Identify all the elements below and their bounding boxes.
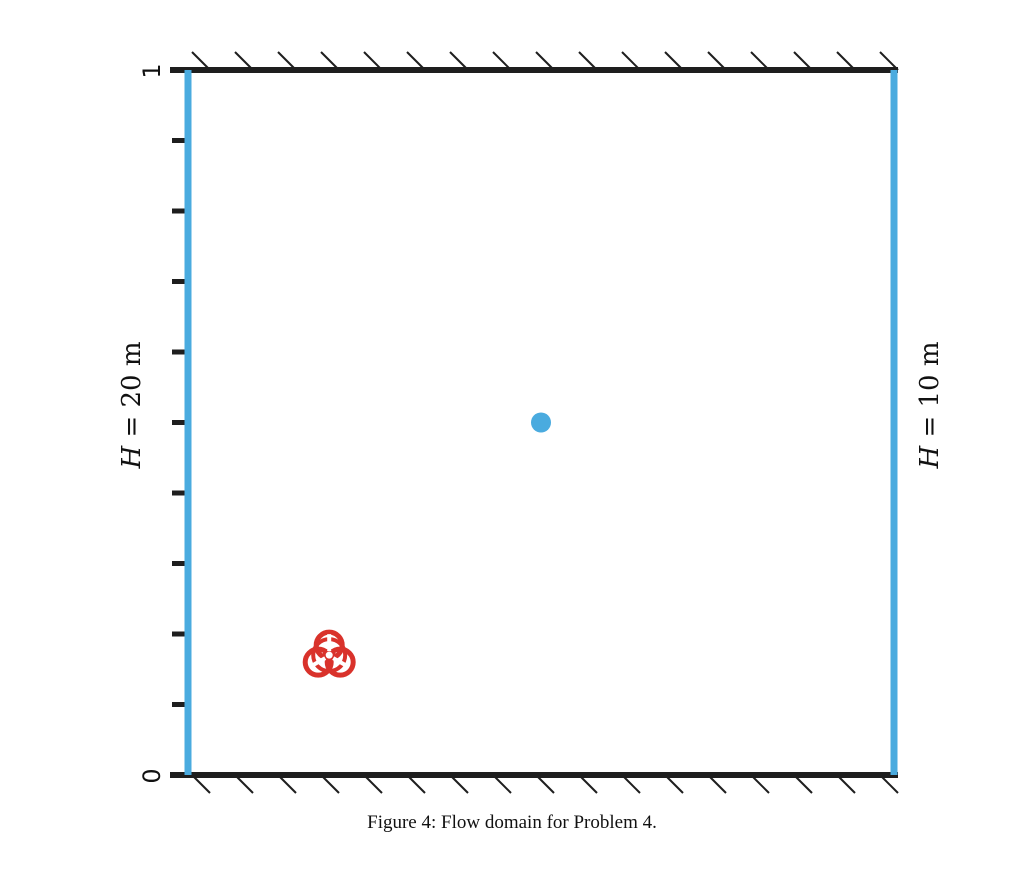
left-head-symbol: H (117, 445, 147, 470)
right-head-symbol: H (915, 445, 945, 470)
y-axis-max-label: 1 (138, 63, 166, 78)
right-head-label: H = 10 m (915, 341, 945, 469)
left-head-label: H = 20 m (117, 341, 147, 469)
y-axis-min-label: 0 (138, 768, 166, 783)
biohazard-icon (302, 629, 356, 678)
right-head-value: = 10 m (915, 341, 945, 445)
left-head-value: = 20 m (117, 341, 147, 445)
figure-caption: Figure 4: Flow domain for Problem 4. (367, 812, 657, 833)
observation-point (531, 412, 551, 433)
